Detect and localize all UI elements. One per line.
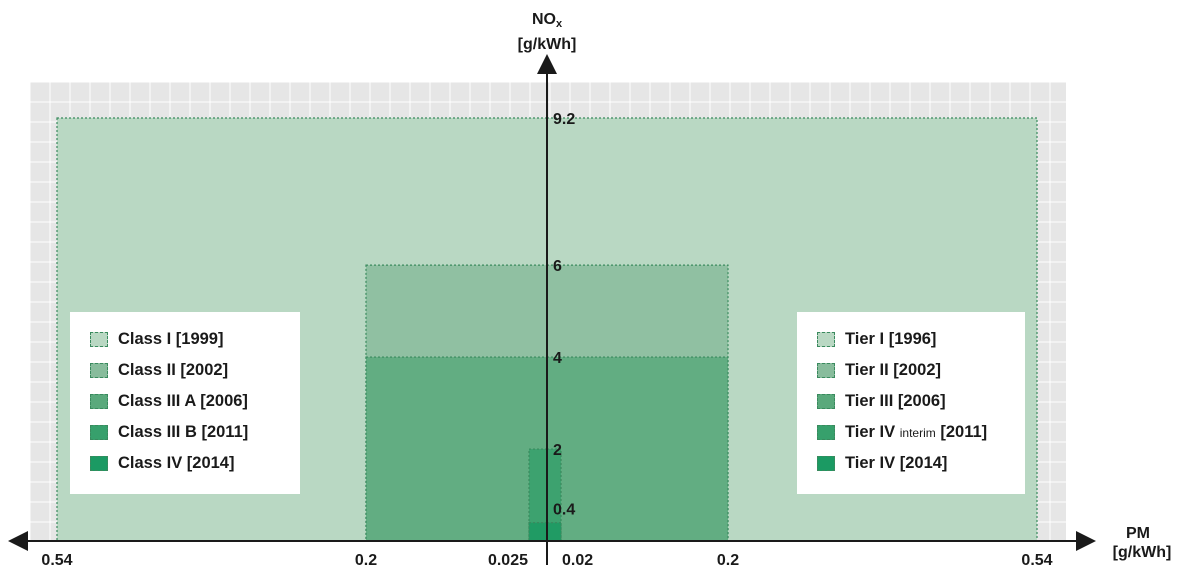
legend-label-suffix: [2011] (940, 423, 988, 441)
tick-labels: NOx [g/kWh] 9.2 6 4 2 0.4 0.54 0.2 0.025 0.02 0.2 0.… (41, 11, 1171, 568)
y-tick-label: 4 (553, 350, 562, 367)
y-axis-label-sub: x (556, 18, 563, 30)
x-tick-label-left: 0.2 (355, 552, 377, 568)
legend-class: Class I [1999] Class II [2002] Class III… (70, 312, 300, 494)
legend-swatch (817, 394, 835, 409)
legend-item-tier-i: Tier I [1996] (817, 324, 1011, 355)
legend-swatch (90, 363, 108, 378)
y-tick-label: 0.4 (553, 502, 575, 519)
legend-swatch (90, 332, 108, 347)
legend-item-class-i: Class I [1999] (90, 324, 286, 355)
axes (8, 54, 1096, 565)
legend-label: Tier IV [2014] (845, 454, 948, 472)
area-right-3 (546, 356, 729, 542)
legend-label: Class III B [2011] (118, 423, 249, 441)
x-tick-label-right: 0.02 (562, 552, 593, 568)
area-left-4 (528, 448, 548, 542)
area-left-5 (528, 522, 548, 542)
y-tick-label: 9.2 (553, 111, 575, 128)
legend-item-tier-ii: Tier II [2002] (817, 355, 1011, 386)
limit-areas (56, 117, 1038, 542)
legend-label: Tier I [1996] (845, 330, 937, 348)
legend-label: Class III A [2006] (118, 392, 248, 410)
y-tick-label: 6 (553, 258, 562, 275)
legend-swatch (90, 394, 108, 409)
legend-swatch (90, 425, 108, 440)
legend-label: Class II [2002] (118, 361, 229, 379)
legend-item-class-iii-b: Class III B [2011] (90, 417, 286, 448)
legend-item-class-iii-a: Class III A [2006] (90, 386, 286, 417)
legend-label-main: Tier IV (845, 423, 896, 441)
x-tick-label-right: 0.2 (717, 552, 739, 568)
legend-tier: Tier I [1996] Tier II [2002] Tier III [2… (797, 312, 1025, 494)
legend-label: Class IV [2014] (118, 454, 235, 472)
y-tick-label: 2 (553, 442, 562, 459)
x-axis-unit: [g/kWh] (1113, 544, 1172, 561)
legend-label-sub: interim (899, 426, 936, 440)
legend-item-tier-iv: Tier IV [2014] (817, 448, 1011, 479)
legend-label: Class I [1999] (118, 330, 224, 348)
legend-item-tier-iv-interim: Tier IV interim [2011] (817, 417, 1011, 448)
y-axis-unit: [g/kWh] (518, 36, 577, 53)
legend-label: Tier IV interim [2011] (845, 423, 987, 442)
legend-item-class-ii: Class II [2002] (90, 355, 286, 386)
legend-swatch (817, 456, 835, 471)
legend-item-tier-iii: Tier III [2006] (817, 386, 1011, 417)
y-axis-label: NOx (532, 11, 563, 30)
x-tick-label-right: 0.54 (1021, 552, 1052, 568)
area-left-3 (365, 356, 548, 542)
x-tick-label-left: 0.025 (488, 552, 528, 568)
legend-swatch (90, 456, 108, 471)
legend-label: Tier III [2006] (845, 392, 946, 410)
x-tick-label-left: 0.54 (41, 552, 72, 568)
x-axis-label: PM (1126, 525, 1150, 542)
legend-item-class-iv: Class IV [2014] (90, 448, 286, 479)
legend-label: Tier II [2002] (845, 361, 941, 379)
legend-swatch (817, 425, 835, 440)
area-right-5 (546, 522, 562, 542)
legend-swatch (817, 332, 835, 347)
legend-swatch (817, 363, 835, 378)
